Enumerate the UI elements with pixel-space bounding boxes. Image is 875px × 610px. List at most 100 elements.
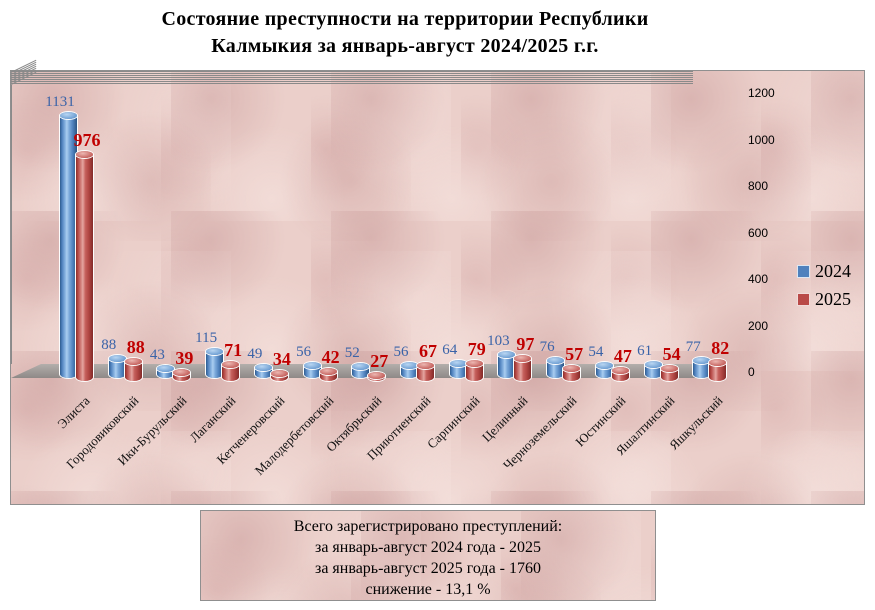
cylinder-cap [157,365,175,372]
gridline [11,75,693,76]
cylinder-cap [254,363,272,371]
cylinder-body [693,361,711,378]
cylinder-body [270,374,288,381]
bar-2024-Яшкульский [693,357,711,378]
cylinder-body [514,359,532,381]
value-label-2025-11: 47 [613,346,632,367]
chart-title-line2: Калмыкия за январь-август 2024/2025 г.г. [211,35,599,57]
chart-title: Состояние преступности на территории Рес… [30,6,780,60]
bar-2025-Сарпинский [465,359,483,381]
cylinder-body [173,372,191,381]
bar-2024-Сарпинский [449,360,467,378]
cylinder-cap [206,348,224,356]
bar-2024-Лаганский [206,348,224,378]
summary-line2: за январь-август 2024 года - 2025 [315,539,541,556]
cylinder-body [124,361,142,381]
cylinder-body [465,363,483,381]
cylinder-cap [319,368,337,376]
summary-box: Всего зарегистрировано преступлений: за … [200,510,656,601]
cylinder-cap [76,151,93,159]
y-tick-label-800: 800 [748,179,769,193]
value-label-2025-9: 97 [516,334,535,355]
value-label-2024-12: 61 [637,342,653,359]
cylinder-cap [611,367,629,375]
cylinder-body [611,371,629,381]
crime-bar-chart: 0 200 400 600 800 1000 1200 1131 976 Элиста 88 88 Го… [10,59,865,505]
bar-2025-Кетченеровский [270,370,288,381]
value-label-2024-5: 56 [296,343,312,360]
bar-2024-Яшалтинский [644,360,662,378]
y-tick-label-600: 600 [748,225,769,240]
value-label-2025-2: 39 [175,347,194,368]
bar-2025-Городовиковский [124,357,142,381]
value-label-2025-3: 71 [224,340,243,361]
cylinder-cap [222,361,240,369]
bar-2024-Целинный [498,351,516,378]
bar-2025-Ики-Бурульский [173,368,191,381]
bar-2025-Яшалтинский [660,365,678,381]
cylinder-body [660,369,678,381]
cylinder-body [401,365,418,378]
gridline [11,77,693,78]
y-tick-label-1000: 1000 [748,132,775,147]
summary-line3: за январь-август 2025 года - 1760 [315,560,541,577]
cylinder-cap [417,362,434,370]
bar-2024-Элиста [60,112,77,378]
cylinder-cap [563,364,581,372]
value-label-2025-0: 976 [73,130,101,151]
legend-label-2024: 2024 [815,261,851,281]
cylinder-body [222,365,240,381]
value-label-2025-6: 27 [370,350,389,371]
value-label-2024-11: 54 [588,344,604,361]
bar-2024-Малодербетовский [303,361,321,378]
cylinder-body [206,352,224,378]
cylinder-body [644,364,662,378]
value-label-2024-13: 77 [685,339,701,356]
bar-2024-Приютненский [401,361,418,378]
value-label-2025-12: 54 [662,344,681,365]
gridline [11,79,693,80]
y-tick-label-0: 0 [748,365,755,379]
cylinder-body [157,369,175,378]
value-label-2024-2: 43 [149,347,165,363]
value-label-2024-1: 88 [101,336,117,353]
cylinder-body [563,368,581,381]
cylinder-cap [124,357,142,365]
legend-label-2025: 2025 [815,289,851,309]
cylinder-cap [352,362,370,370]
cylinder-cap [270,370,288,378]
legend: 2024 2025 [797,261,851,310]
value-label-2024-4: 49 [247,345,263,362]
cylinder-body [319,372,337,381]
value-label-2024-8: 64 [442,342,458,359]
chart-title-line1: Состояние преступности на территории Рес… [161,8,649,30]
bar-2024-Октябрьский [352,362,370,378]
legend-swatch-2024 [797,265,810,278]
bar-2025-Элиста [76,151,93,381]
summary-line4: снижение - 13,1 % [365,581,491,598]
legend-item-2024: 2024 [797,261,851,282]
plot-area: 0 200 400 600 800 1000 1200 1131 976 Элиста 88 88 Го… [10,59,864,504]
cylinder-body [76,155,93,381]
legend-item-2025: 2025 [797,289,851,310]
value-label-2024-10: 76 [539,339,555,356]
cylinder-body [60,116,77,378]
cylinder-cap [303,361,321,369]
value-label-2024-7: 56 [393,343,409,360]
bar-2025-Яшкульский [709,358,727,381]
cylinder-cap [660,365,678,373]
value-label-2025-4: 34 [272,349,291,370]
value-label-2025-8: 79 [467,338,486,359]
cylinder-cap [173,368,191,376]
gridline [11,83,693,84]
bar-2025-Приютненский [417,362,434,381]
value-label-2024-6: 52 [344,344,360,361]
value-label-2025-13: 82 [711,337,730,358]
bar-2025-Юстинский [611,367,629,381]
cylinder-cap [595,362,613,370]
cylinder-body [449,364,467,378]
value-label-2025-5: 42 [321,347,340,368]
bar-2025-Малодербетовский [319,368,337,381]
right-wall-line [11,85,12,364]
gridline [11,73,693,74]
